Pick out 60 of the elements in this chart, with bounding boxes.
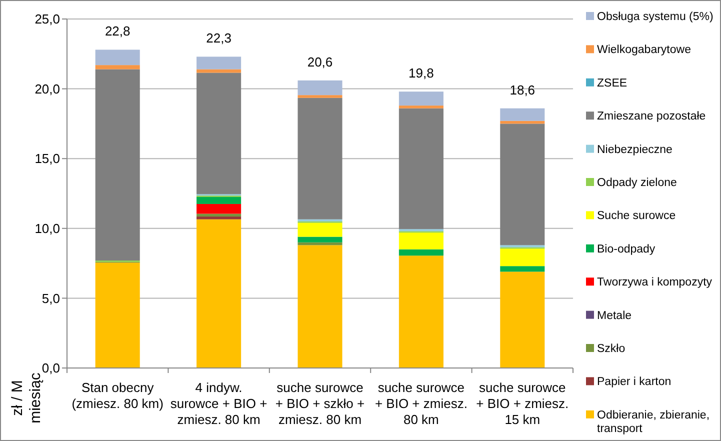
bar [500, 266, 545, 272]
y-tick-label: 25,0 [34, 12, 60, 27]
x-tick-label: suche surowce + BIO + zmiesz. 15 km [476, 380, 569, 427]
total-label: 22,8 [104, 24, 130, 39]
bar [500, 124, 545, 246]
total-label: 20,6 [307, 54, 333, 70]
bar [398, 106, 444, 108]
x-tick-label: suche surowce + BIO + szkło + zmiesz. 80 km [275, 380, 365, 427]
legend-label: Odbieranie, zbieranie, transport [597, 409, 710, 436]
legend-label: Zmieszane pozostałe [597, 110, 706, 123]
bar [196, 196, 242, 204]
bar [298, 236, 342, 242]
bar [398, 256, 444, 368]
bar [298, 245, 342, 368]
y-axis-title: zł / M miesiąc [9, 372, 44, 424]
legend-label: Obsługa systemu (5%) [597, 11, 714, 24]
x-tick-label: suche surowce + BIO + zmiesz. 80 km [374, 380, 468, 427]
legend-label: Suche surowce [597, 210, 676, 222]
bar [398, 232, 444, 250]
total-label: 19,8 [408, 66, 434, 81]
legend-label: Niebezpieczne [597, 144, 672, 156]
bar [500, 248, 545, 266]
bar [398, 92, 444, 106]
bar [298, 222, 342, 237]
bar [500, 120, 545, 124]
x-tick-label: Stan obecny (zmiesz. 80 km) [72, 380, 164, 411]
bar [196, 214, 242, 217]
bar [298, 242, 342, 246]
y-tick-label: 15,0 [34, 151, 60, 166]
legend-label: Bio-odpady [597, 243, 656, 256]
bar [500, 108, 545, 121]
bar [298, 98, 342, 220]
bar [196, 72, 242, 194]
y-tick-label: 20,0 [34, 81, 60, 96]
bar [398, 249, 444, 256]
bar [298, 95, 342, 98]
total-label: 22,3 [206, 30, 232, 46]
bar [95, 262, 140, 368]
bar [95, 50, 140, 66]
bar [95, 65, 140, 70]
legend-label: Szkło [597, 343, 626, 356]
bar [196, 204, 242, 214]
y-tick-label: 5,0 [42, 290, 60, 306]
legend-label: Metale [597, 310, 632, 322]
legend-label: Tworzywa i kompozyty [597, 276, 712, 289]
x-tick-label: 4 indyw. surowce + BIO + zmiesz. 80 km [170, 380, 268, 427]
y-tick-label: 10,0 [34, 220, 60, 236]
bar [196, 219, 242, 368]
legend-label: Odpady zielone [597, 177, 677, 190]
legend-label: ZSEE [597, 77, 628, 90]
bar [500, 272, 545, 368]
total-label: 18,6 [510, 82, 536, 98]
legend-label: Wielkogabarytowe [597, 44, 691, 56]
bar [196, 56, 242, 70]
y-tick-label: 0,0 [42, 360, 60, 376]
bar [95, 69, 140, 261]
bar [196, 216, 242, 220]
bar [298, 80, 342, 96]
bar [398, 108, 444, 230]
legend-label: Papier i karton [597, 376, 672, 388]
